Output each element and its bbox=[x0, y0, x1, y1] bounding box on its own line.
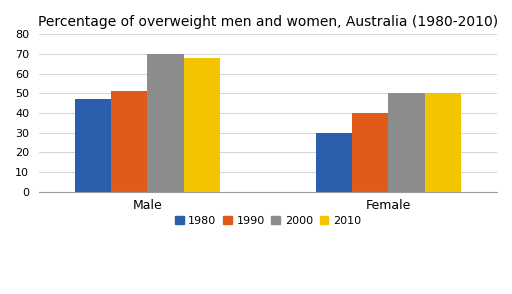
Bar bbox=[424, 93, 461, 192]
Bar bbox=[352, 113, 389, 192]
Bar bbox=[183, 58, 220, 192]
Legend: 1980, 1990, 2000, 2010: 1980, 1990, 2000, 2010 bbox=[170, 211, 366, 230]
Bar bbox=[316, 133, 352, 192]
Bar bbox=[147, 54, 183, 192]
Title: Percentage of overweight men and women, Australia (1980-2010): Percentage of overweight men and women, … bbox=[38, 15, 498, 29]
Bar bbox=[111, 91, 147, 192]
Bar bbox=[389, 93, 424, 192]
Bar bbox=[75, 99, 111, 192]
